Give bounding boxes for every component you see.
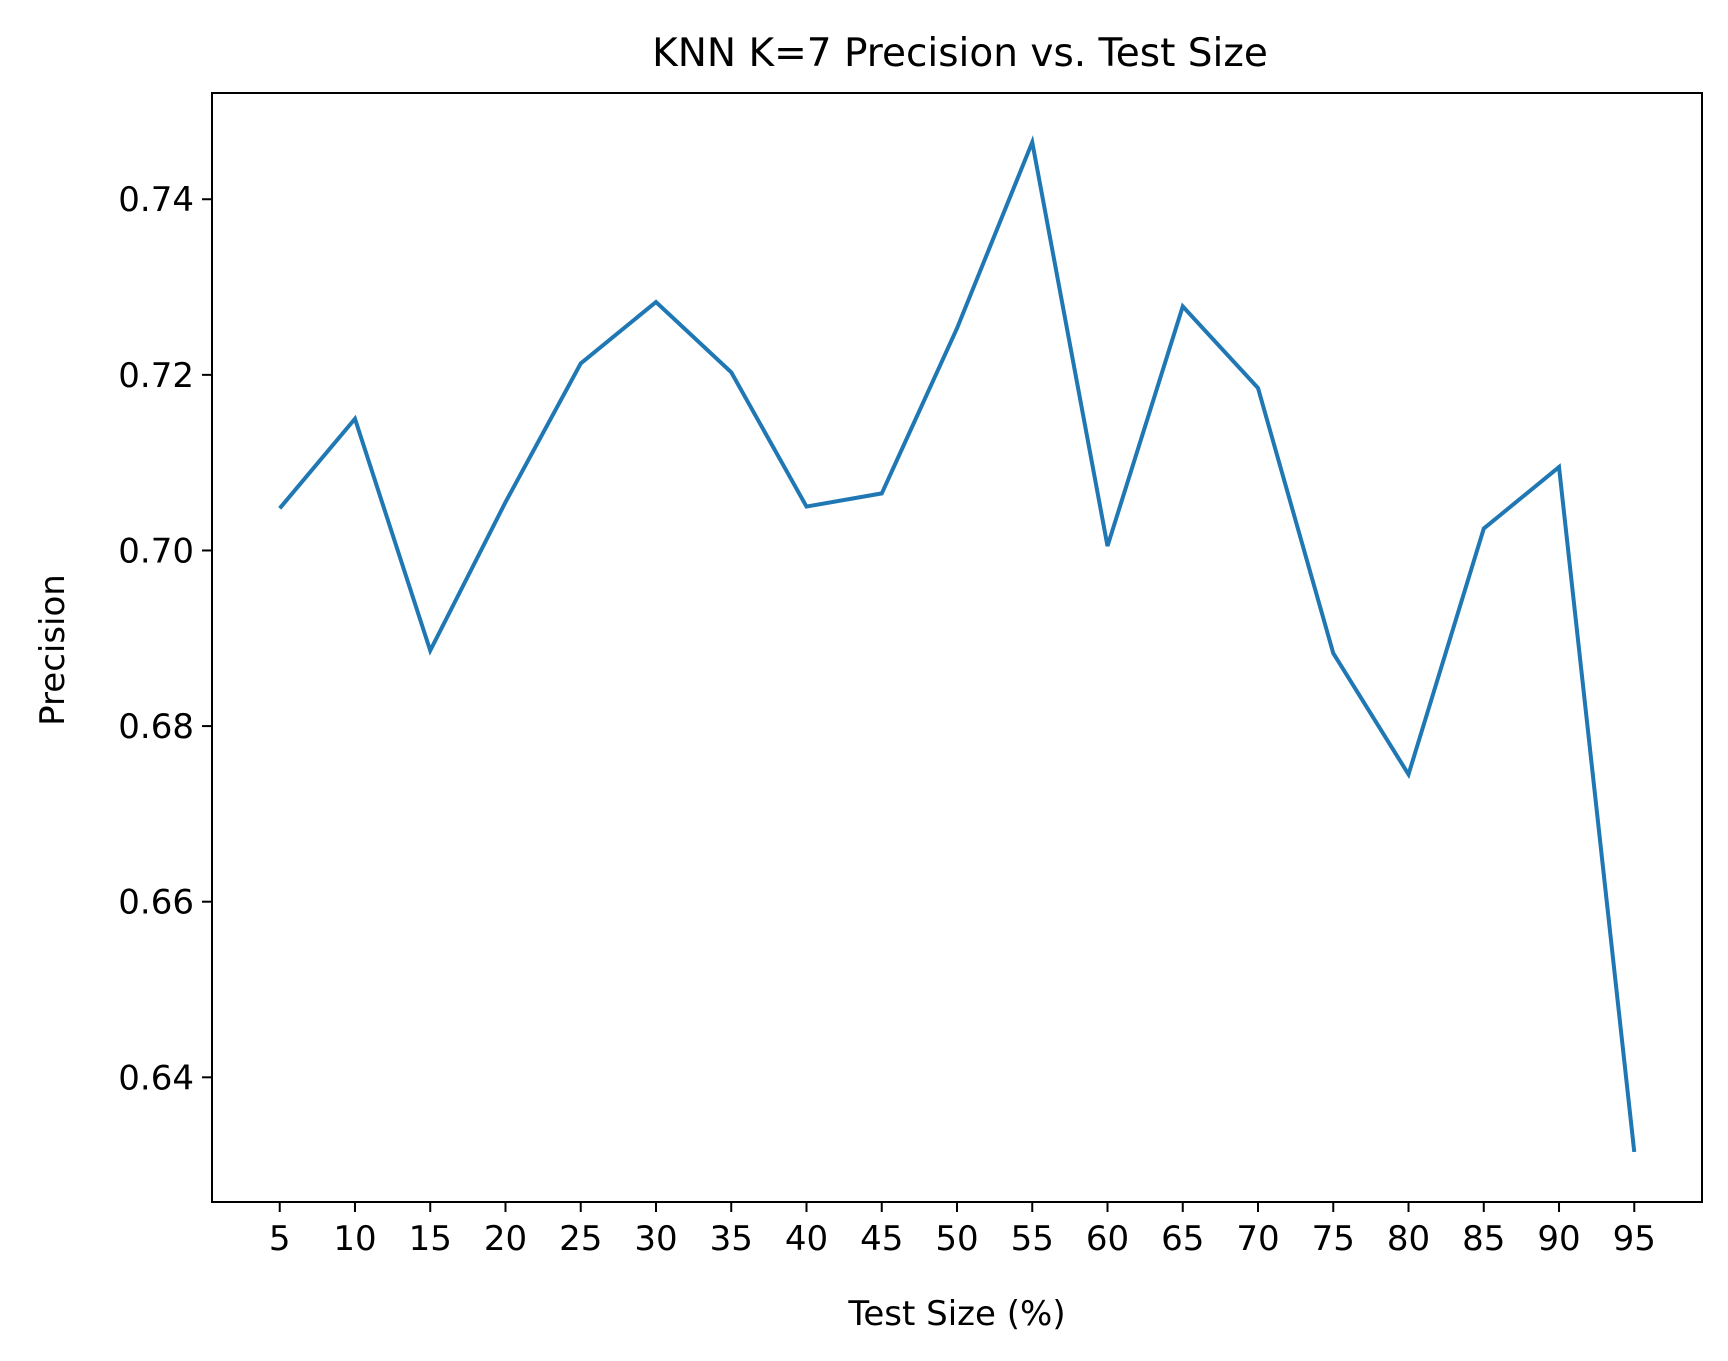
y-axis-label: Precision: [33, 574, 73, 726]
x-tick-label: 50: [935, 1219, 978, 1259]
series-layer: [278, 135, 1637, 1153]
x-tick-label: 75: [1312, 1219, 1355, 1259]
x-axis-label: Test Size (%): [847, 1294, 1065, 1334]
x-tick-label: 80: [1387, 1219, 1430, 1259]
y-tick-label: 0.70: [118, 531, 194, 571]
x-tick-label: 30: [634, 1219, 677, 1259]
x-tick-label: 95: [1613, 1219, 1656, 1259]
x-tick-label: 45: [860, 1219, 903, 1259]
x-tick-label: 65: [1161, 1219, 1204, 1259]
x-tick-label: 10: [333, 1219, 376, 1259]
y-tick-label: 0.68: [118, 707, 194, 747]
y-tick-label: 0.74: [118, 180, 194, 220]
x-tick-label: 70: [1236, 1219, 1279, 1259]
x-tick-label: 15: [409, 1219, 452, 1259]
x-tick-label: 35: [710, 1219, 753, 1259]
x-tick-label: 25: [559, 1219, 602, 1259]
x-tick-label: 55: [1011, 1219, 1054, 1259]
y-tick-label: 0.66: [118, 883, 194, 923]
x-tick-label: 85: [1462, 1219, 1505, 1259]
x-tick-label: 60: [1086, 1219, 1129, 1259]
x-tick-label: 20: [484, 1219, 527, 1259]
series-line: [278, 135, 1637, 1153]
x-tick-label: 5: [269, 1219, 291, 1259]
y-tick-label: 0.64: [118, 1058, 194, 1098]
x-tick-label: 40: [785, 1219, 828, 1259]
chart-title: KNN K=7 Precision vs. Test Size: [652, 31, 1268, 76]
x-axis-ticks: 5 10 15 20 25 30 35 40 45 50 55 60 65 70 75 80 85 90 95: [269, 1202, 1656, 1259]
y-axis-ticks: 0.64 0.66 0.68 0.70 0.72 0.74: [118, 180, 212, 1098]
x-tick-label: 90: [1537, 1219, 1580, 1259]
y-tick-label: 0.72: [118, 356, 194, 396]
